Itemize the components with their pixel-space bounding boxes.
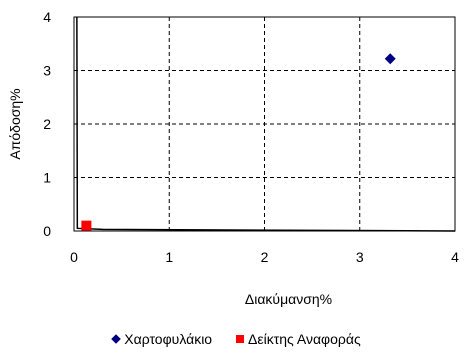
legend: Χαρτοφυλάκιο Δείκτης Αναφοράς xyxy=(0,331,473,347)
x-tick-label: 4 xyxy=(451,249,459,265)
y-axis-title: Απόδοση% xyxy=(7,88,23,159)
data-points xyxy=(81,53,396,231)
y-tick-label: 0 xyxy=(43,223,51,239)
legend-item-benchmark: Δείκτης Αναφοράς xyxy=(235,331,361,347)
y-tick-label: 4 xyxy=(43,9,51,25)
legend-item-portfolio: Χαρτοφυλάκιο xyxy=(111,331,213,347)
legend-label-benchmark: Δείκτης Αναφοράς xyxy=(247,331,361,347)
legend-label-portfolio: Χαρτοφυλάκιο xyxy=(124,331,213,347)
x-tick-label: 3 xyxy=(356,249,364,265)
x-tick-label: 1 xyxy=(165,249,173,265)
y-tick-label: 2 xyxy=(43,116,51,132)
x-axis-title: Διακύμανση% xyxy=(245,291,332,307)
x-tick-label: 2 xyxy=(261,249,269,265)
grid xyxy=(74,17,455,231)
y-tick-label: 1 xyxy=(43,170,51,186)
y-tick-label: 3 xyxy=(43,63,51,79)
square-marker-icon xyxy=(235,335,244,343)
x-tick-label: 0 xyxy=(70,249,78,265)
plot-area xyxy=(73,16,456,232)
benchmark-point xyxy=(81,220,92,231)
diamond-marker-icon xyxy=(111,334,122,344)
portfolio-point xyxy=(384,53,396,65)
tick-labels: 0 1 2 3 4 0 1 2 3 4 xyxy=(43,9,459,265)
